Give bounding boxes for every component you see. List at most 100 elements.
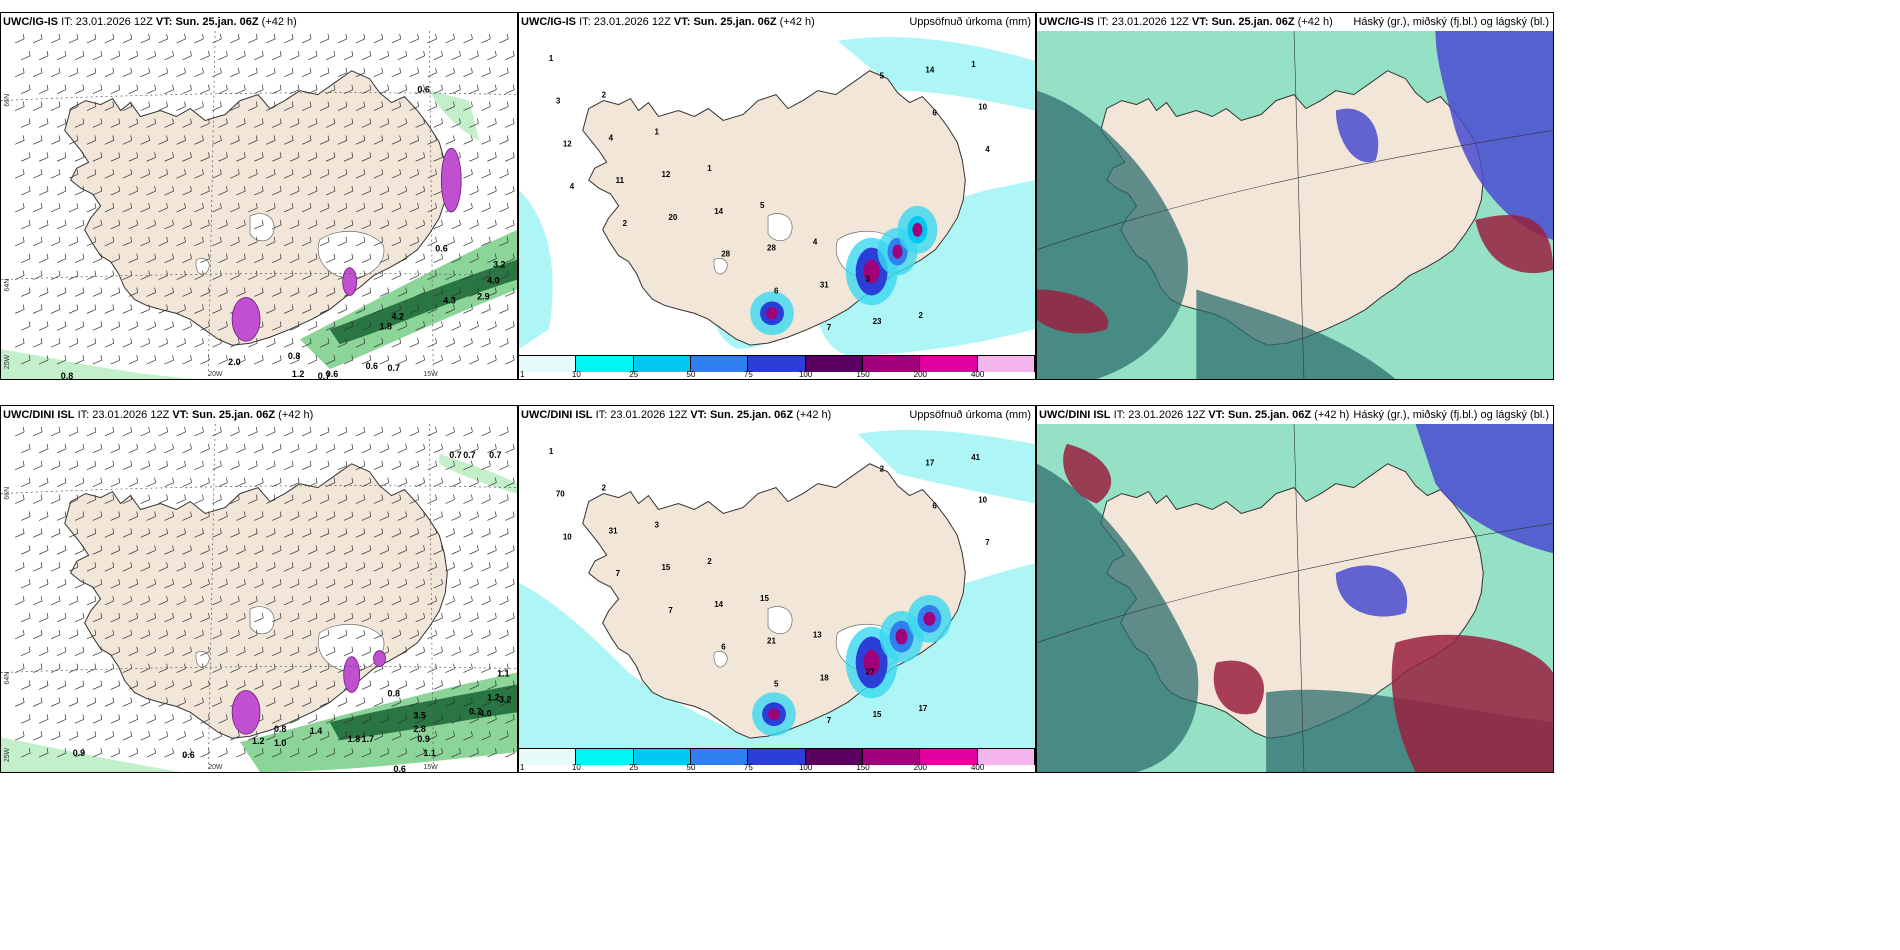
precip-value-label: 5	[774, 679, 779, 688]
lat-label: 66N	[4, 487, 11, 500]
legend-tick-label: 100	[798, 763, 813, 772]
wind-map: 0.7 0.7 0.71.11.2 3.20.74.00.83.52.80.91.11…	[1, 424, 517, 772]
wind-value-label: 3.5	[413, 710, 425, 720]
legend-ticks: 1 10 25 50 75 100 150 200 400	[519, 764, 1035, 772]
axis-labels: 66N 64N 25W 20W 15W	[4, 487, 438, 771]
wind-value-label: 1.2	[292, 369, 304, 379]
graticule	[1, 424, 517, 772]
legend-swatch	[862, 356, 921, 372]
precip-value-label: 13	[813, 631, 822, 640]
precip-value-label: 2	[918, 311, 923, 320]
precip-value-label: 3	[866, 274, 871, 283]
graticule	[1, 31, 517, 379]
precip-value-label: 14	[925, 66, 934, 75]
wind-value-label: 0.6	[182, 750, 194, 760]
valid-time: Sun. 25.jan. 06Z	[693, 16, 777, 28]
wind-value-label: 0.6	[326, 369, 338, 379]
precip-value-label: 14	[714, 207, 723, 216]
precip-value-label: 4	[570, 182, 575, 191]
wind-value-label: 1.2	[252, 736, 264, 746]
precip-value-label: 27	[866, 667, 875, 676]
lead-time: (+42 h)	[278, 409, 314, 421]
wind-value-label: 0.6	[393, 764, 405, 772]
cloud-map	[1037, 424, 1553, 772]
precip-value-label: 12	[563, 139, 572, 148]
wind-value-label: 0.7	[469, 706, 481, 716]
legend-swatch	[633, 749, 691, 765]
legend-tick-label: 10	[571, 763, 581, 772]
precip-value-label: 6	[721, 643, 726, 652]
lat-label: 64N	[4, 279, 11, 292]
glacier-shape	[713, 258, 728, 275]
lon-label: 15W	[423, 371, 438, 378]
wind-value-label: 2.9	[477, 291, 489, 301]
it-label: IT:	[1113, 409, 1126, 421]
vt-label: VT:	[690, 409, 707, 421]
init-time: 23.01.2026 12Z	[1111, 16, 1189, 28]
precip-legend: 1 10 25 50 75 100 150 200 400	[519, 355, 1035, 379]
precip-value-label: 1	[971, 60, 976, 69]
precip-value-label: 28	[767, 244, 776, 253]
cloud-layers	[1037, 31, 1553, 379]
precip-value-label: 20	[668, 213, 677, 222]
precip-value-label: 1	[549, 54, 554, 63]
wind-value-label: 0.7	[318, 371, 330, 379]
legend-swatch	[748, 356, 806, 372]
wind-value-label: 4.3	[443, 295, 455, 305]
wind-value-label: 1.1	[423, 748, 435, 758]
it-label: IT:	[61, 16, 73, 28]
wind-value-label: 1.7	[362, 734, 374, 744]
it-label: IT:	[77, 409, 90, 421]
legend-ticks: 1 10 25 50 75 100 150 200 400	[519, 371, 1035, 379]
legend-color-bar	[519, 748, 1035, 765]
precip-value-label: 6	[932, 501, 937, 510]
precip-cores	[752, 594, 952, 737]
glacier-shape	[767, 606, 793, 635]
precip-value-label: 4	[985, 145, 990, 154]
lat-label: 25W	[4, 354, 11, 369]
wind-barbs	[15, 426, 515, 758]
it-label: IT:	[1097, 16, 1109, 28]
panel-header: UWC/DINI ISL IT: 23.01.2026 12Z VT: Sun.…	[1, 406, 517, 424]
precip-value-label: 31	[609, 526, 618, 535]
vt-label: VT:	[1208, 409, 1225, 421]
legend-swatch	[748, 749, 806, 765]
lon-label: 20W	[208, 371, 223, 378]
legend-tick-label: 75	[743, 370, 753, 379]
map-title: Uppsöfnuð úrkoma (mm)	[909, 16, 1031, 28]
wind-value-label: 0.9	[417, 734, 429, 744]
precip-value-label: 5	[880, 72, 885, 81]
precip-value-label: 2	[623, 219, 628, 228]
model-name: UWC/IG-IS	[1039, 16, 1094, 28]
lead-time: (+42 h)	[261, 16, 297, 28]
legend-color-bar	[519, 355, 1035, 372]
wind-shading	[1, 453, 517, 772]
legend-tick-label: 75	[743, 763, 753, 772]
lead-time: (+42 h)	[1314, 409, 1350, 421]
legend-tick-label: 25	[629, 763, 639, 772]
legend-tick-label: 50	[686, 763, 696, 772]
precip-value-label: 2	[602, 91, 607, 100]
precip-value-label: 41	[971, 453, 980, 462]
legend-tick-label: 100	[798, 370, 813, 379]
precip-value-label: 7	[985, 538, 990, 547]
map-area: 1 2 3 2 15 13 27 17 41 70 31 15 14 21 18 15 17 10 10 7 7 6 5 7 2…	[519, 424, 1035, 748]
glacier-shape	[713, 651, 728, 668]
legend-tick-label: 50	[686, 370, 696, 379]
glacier-shape	[767, 213, 793, 242]
glacier-shape	[195, 258, 210, 275]
precip-value-label: 3	[556, 97, 561, 106]
wind-value-label: 0.9	[73, 748, 85, 758]
legend-swatch	[920, 356, 978, 372]
wind-value-label: 0.8	[61, 371, 73, 379]
intense-cells	[231, 650, 386, 735]
legend-swatch	[519, 356, 577, 372]
cloud-layers	[1037, 424, 1553, 772]
legend-tick-label: 1	[520, 763, 525, 772]
precip-value-label: 7	[827, 716, 832, 725]
vt-label: VT:	[155, 16, 173, 28]
lon-label: 20W	[208, 764, 223, 771]
wind-barbs	[15, 33, 515, 365]
